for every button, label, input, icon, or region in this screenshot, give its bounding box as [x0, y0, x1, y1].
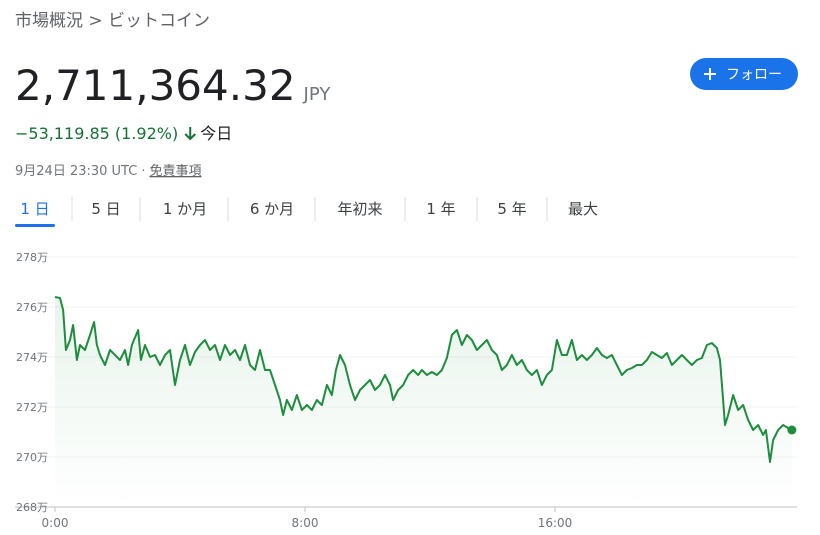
currency: JPY: [303, 84, 332, 105]
x-tick-label: 0:00: [42, 516, 69, 530]
y-tick-label: 268万: [16, 501, 48, 514]
price: 2,711,364.32: [15, 61, 296, 110]
timestamp: 9月24日 23:30 UTC: [15, 164, 137, 179]
y-tick-label: 272万: [16, 401, 48, 414]
y-tick-label: 276万: [16, 301, 48, 314]
follow-label[interactable]: フォロー: [726, 67, 782, 83]
range-tab[interactable]: 5 日: [91, 200, 120, 218]
active-tab-underline: [15, 224, 55, 227]
range-tab[interactable]: 最大: [568, 200, 598, 218]
price-change: −53,119.85 (1.92%): [15, 124, 178, 143]
x-tick-label: 16:00: [538, 516, 573, 530]
chart: 268万 270万 272万 274万 276万 278万 0:00 8:00 16:00: [15, 251, 797, 530]
separator: ·: [141, 164, 145, 179]
x-tick-label: 8:00: [292, 516, 319, 530]
breadcrumb: 市場概況 > ビットコイン: [15, 11, 210, 31]
y-tick-label: 270万: [16, 451, 48, 464]
change-period: 今日: [200, 124, 232, 143]
y-tick-label: 274万: [16, 351, 48, 364]
disclaimer-link[interactable]: 免責事項: [149, 164, 201, 179]
follow-button[interactable]: フォロー: [690, 58, 798, 90]
follow-button-bg[interactable]: [690, 58, 798, 90]
price-area: [55, 297, 792, 507]
y-tick-label: 278万: [16, 251, 48, 264]
last-point: [787, 425, 797, 435]
range-tab[interactable]: 年初来: [337, 200, 382, 218]
plus-icon[interactable]: [704, 68, 716, 80]
range-tab[interactable]: 1 年: [426, 200, 455, 218]
price-line: [54, 296, 793, 463]
range-tabs: 1 日 5 日 1 か月 6 か月 年初来 1 年 5 年 最大: [15, 197, 598, 227]
range-tab[interactable]: 1 か月: [163, 200, 207, 218]
range-tab[interactable]: 1 日: [20, 200, 49, 218]
down-arrow-icon: [184, 127, 196, 141]
range-tab[interactable]: 5 年: [497, 200, 526, 218]
range-tab[interactable]: 6 か月: [250, 200, 294, 218]
